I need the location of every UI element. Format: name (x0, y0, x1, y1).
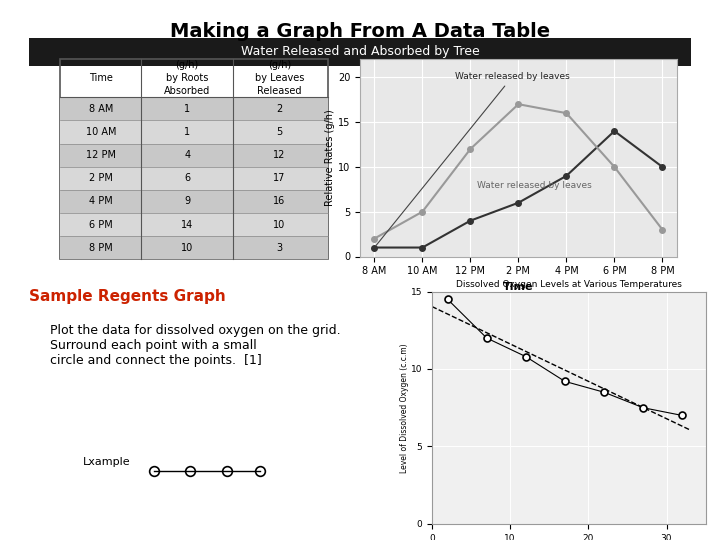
X-axis label: Time: Time (503, 282, 534, 292)
Title: Dissolved Oxygen Levels at Various Temperatures: Dissolved Oxygen Levels at Various Tempe… (456, 280, 682, 289)
Text: 17: 17 (273, 173, 286, 183)
Y-axis label: Relative Rates (g/h): Relative Rates (g/h) (325, 110, 335, 206)
Text: 10 AM: 10 AM (86, 127, 116, 137)
Text: 8 AM: 8 AM (89, 104, 113, 114)
Bar (60, 190, 328, 213)
Text: Sample Regents Graph: Sample Regents Graph (29, 289, 225, 304)
Text: Released: Released (257, 86, 302, 96)
Text: 2 PM: 2 PM (89, 173, 113, 183)
Text: Lxample: Lxample (83, 457, 130, 467)
Bar (60, 120, 328, 144)
Bar (60, 144, 328, 167)
Text: Time: Time (89, 73, 113, 83)
Text: 8 PM: 8 PM (89, 242, 112, 253)
Text: 1: 1 (184, 104, 190, 114)
Text: 10: 10 (181, 242, 194, 253)
Bar (60, 213, 328, 236)
Y-axis label: Level of Dissolved Oxygen (c.c.m): Level of Dissolved Oxygen (c.c.m) (400, 343, 410, 472)
Text: 12: 12 (273, 150, 286, 160)
Text: 6 PM: 6 PM (89, 220, 112, 229)
Text: 9: 9 (184, 197, 190, 206)
Text: 4 PM: 4 PM (89, 197, 112, 206)
Bar (60, 236, 328, 259)
Text: 16: 16 (273, 197, 286, 206)
Text: 3: 3 (276, 242, 282, 253)
Text: (g/h): (g/h) (176, 60, 199, 70)
Text: 14: 14 (181, 220, 194, 229)
Text: (g/h): (g/h) (268, 60, 291, 70)
Text: Water released by leaves: Water released by leaves (477, 180, 592, 190)
Text: 4: 4 (184, 150, 190, 160)
Text: 2: 2 (276, 104, 282, 114)
Text: Making a Graph From A Data Table: Making a Graph From A Data Table (170, 22, 550, 40)
Text: by Leaves: by Leaves (255, 73, 304, 83)
Text: 5: 5 (276, 127, 282, 137)
Text: Water released by leaves: Water released by leaves (376, 72, 570, 245)
Text: 10: 10 (273, 220, 286, 229)
Text: by Roots: by Roots (166, 73, 208, 83)
Text: 12 PM: 12 PM (86, 150, 116, 160)
Text: Plot the data for dissolved oxygen on the grid.
Surround each point with a small: Plot the data for dissolved oxygen on th… (50, 324, 341, 367)
Text: 6: 6 (184, 173, 190, 183)
Text: Absorbed: Absorbed (164, 86, 210, 96)
Bar (60, 97, 328, 120)
Text: 1: 1 (184, 127, 190, 137)
Bar (60, 167, 328, 190)
Bar (29, 38, 691, 66)
Text: Water Released and Absorbed by Tree: Water Released and Absorbed by Tree (240, 44, 480, 58)
